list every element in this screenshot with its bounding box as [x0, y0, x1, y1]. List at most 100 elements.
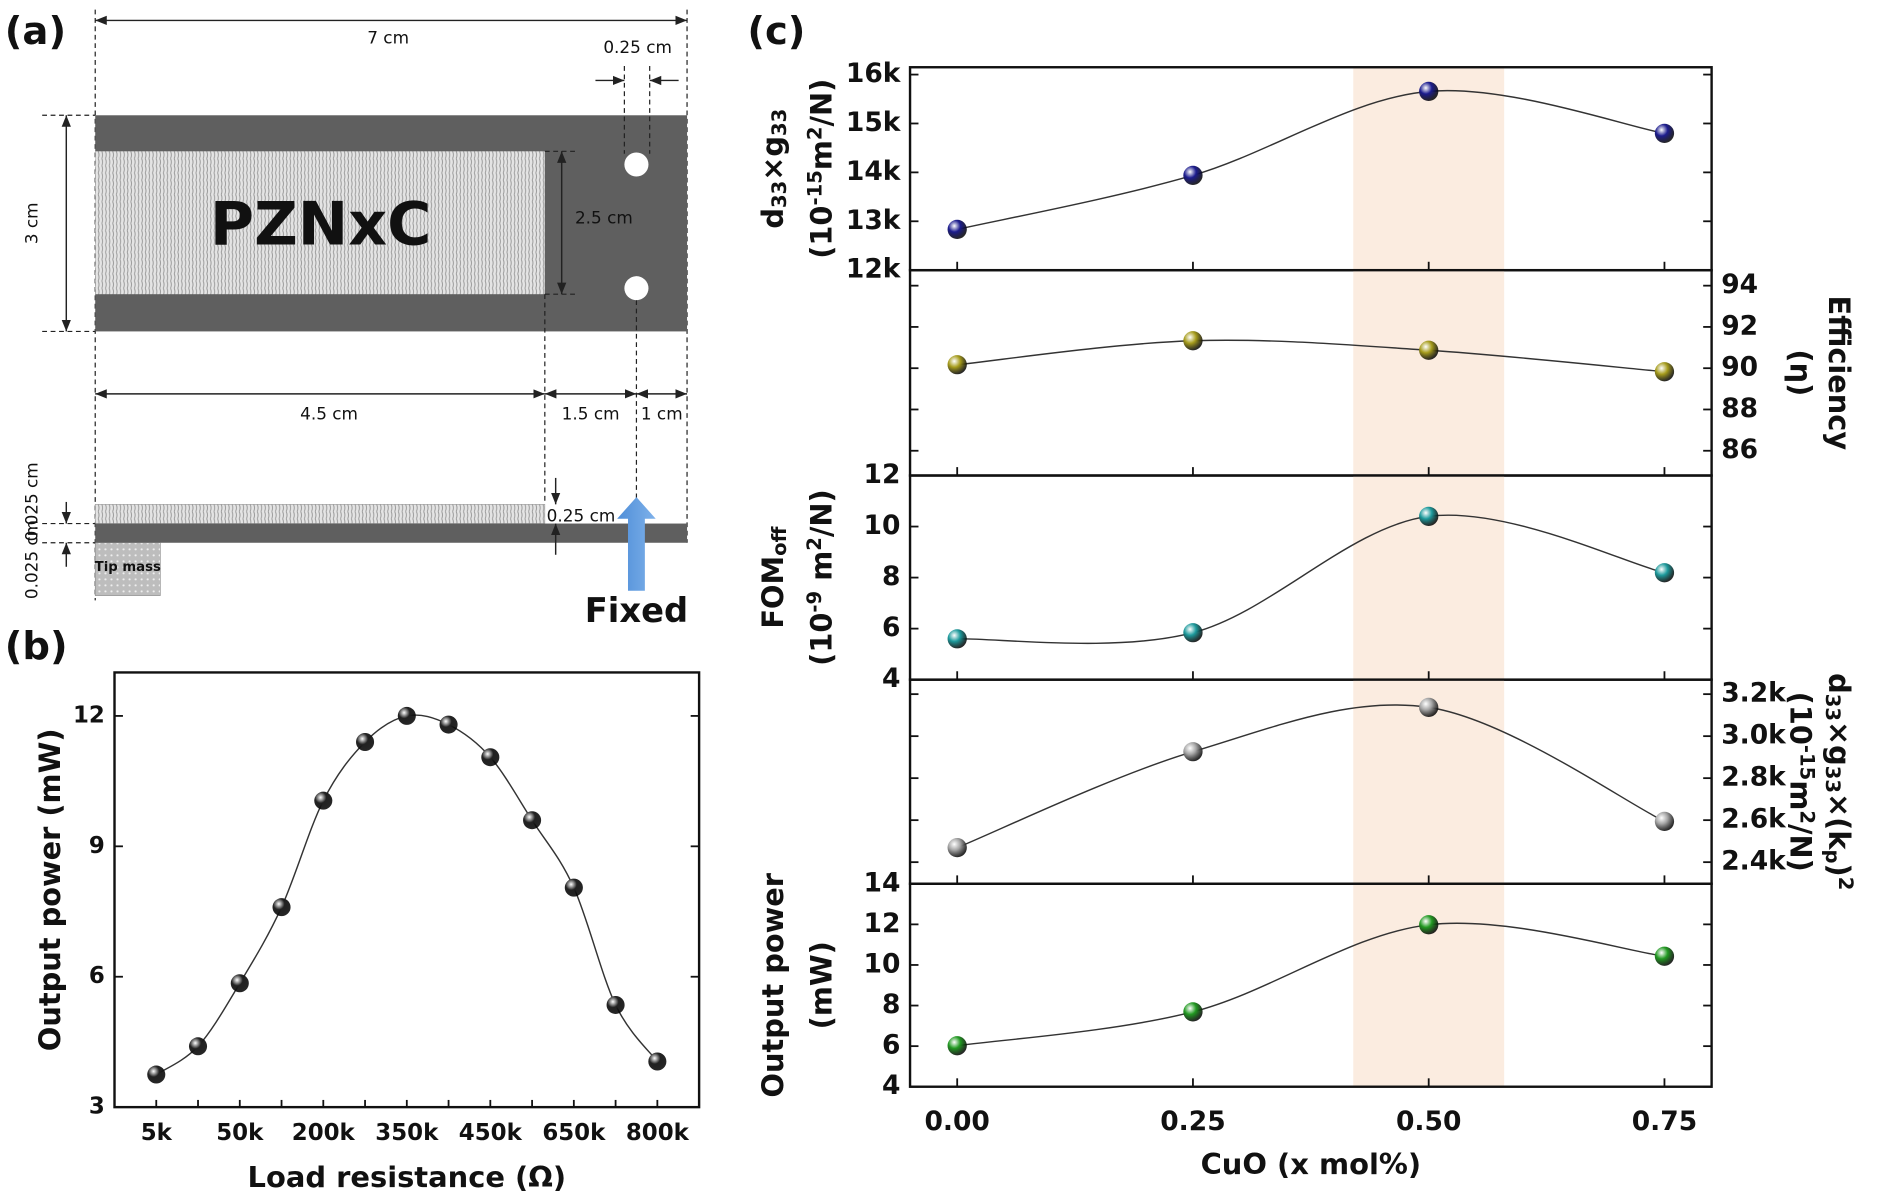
x-axis-label: CuO (x mol%): [1201, 1147, 1421, 1181]
dimension-label: 0.25 cm: [547, 505, 616, 525]
y-tick-label: 3.0k: [1721, 720, 1787, 751]
dimension-label: 1.5 cm: [562, 403, 620, 423]
diagram: 7 cm PZNxC 0.25 cm 3 cm 2.5 cm 4.5 cm 1.…: [22, 9, 688, 630]
label-part: (mW): [804, 941, 838, 1029]
label-part: ×g: [1822, 721, 1856, 766]
y-tick-label: 14k: [846, 156, 902, 187]
label-sub: 33: [1821, 694, 1844, 721]
label-part: m: [804, 140, 838, 170]
y-tick-label: 10: [864, 948, 901, 979]
axis-label: (10-9 m2/N): [803, 489, 839, 666]
substrate-side: [95, 523, 688, 543]
material-label: PZNxC: [210, 190, 431, 260]
y-tick-label: 8: [882, 561, 900, 592]
label-part: Output power: [756, 872, 790, 1097]
y-tick-label: 4: [882, 1070, 900, 1101]
label-part: (η): [1783, 349, 1817, 396]
label-part: /N): [804, 79, 838, 127]
data-point: [147, 1065, 166, 1084]
label-part: Efficiency: [1822, 296, 1856, 451]
data-point: [356, 732, 375, 752]
panel-label: (a): [5, 9, 66, 54]
y-tick-label: 2.8k: [1721, 762, 1787, 793]
dimension-label: 4.5 cm: [300, 403, 358, 423]
highlight-band: [1353, 270, 1505, 476]
label-sup: -9: [803, 591, 826, 613]
y-tick-label: 12k: [846, 254, 902, 285]
series-line: [956, 704, 1665, 849]
axis-label: (η): [1783, 349, 1817, 396]
y-tick-label: 6: [89, 963, 105, 989]
dimension-label: 1 cm: [641, 403, 683, 423]
y-tick-label: 16k: [846, 58, 902, 89]
data-point: [947, 355, 967, 375]
y-tick-label: 12: [864, 908, 901, 939]
label-part: ): [1822, 864, 1856, 877]
axis-label: d33×g33×(kp)2: [1821, 673, 1857, 890]
x-tick-label: 0.50: [1396, 1106, 1461, 1137]
x-tick-label: 0.75: [1632, 1106, 1697, 1137]
highlight-band: [1353, 883, 1505, 1087]
data-point: [1654, 946, 1675, 966]
label-part: /N): [1783, 824, 1817, 872]
y-tick-label: 12: [73, 702, 105, 728]
data-point: [523, 811, 542, 830]
hole: [624, 152, 649, 177]
y-tick-label: 6: [882, 612, 900, 643]
fixed-label: Fixed: [585, 591, 688, 630]
y-tick-label: 2.6k: [1721, 804, 1787, 835]
x-tick-label: 200k: [292, 1120, 356, 1146]
data-point: [1419, 81, 1439, 102]
data-point: [314, 791, 333, 810]
label-part: m: [804, 551, 838, 591]
y-tick-label: 13k: [846, 205, 902, 236]
data-point: [1183, 742, 1203, 762]
label-part: /N): [804, 489, 838, 537]
axis-label: (10-15m2/N): [803, 79, 839, 259]
panel-label: (b): [5, 624, 68, 669]
x-tick-label: 450k: [459, 1120, 523, 1146]
y-axis-label: Output power (mW): [33, 728, 67, 1051]
y-tick-label: 6: [882, 1030, 900, 1061]
y-tick-label: 90: [1721, 352, 1758, 383]
y-tick-label: 86: [1721, 434, 1758, 465]
data-point: [606, 995, 625, 1014]
x-tick-label: 350k: [375, 1120, 439, 1146]
series-line: [957, 89, 1665, 231]
label-sub: p: [1821, 849, 1844, 863]
series-line: [957, 514, 1665, 645]
axis-label: (10-15m2/N): [1783, 692, 1819, 872]
label-sub: 33: [768, 181, 791, 208]
tip-mass-label: Tip mass: [95, 560, 161, 575]
tip-mass: [94, 542, 161, 596]
x-tick-label: 800k: [626, 1120, 690, 1146]
plot-frame: [908, 66, 1713, 272]
data-point: [648, 1052, 667, 1071]
data-point: [947, 219, 967, 240]
label-part: (10: [1783, 692, 1817, 745]
series-line: [957, 922, 1665, 1047]
data-point: [188, 1037, 208, 1056]
data-point: [1654, 362, 1675, 382]
label-sub: 33: [1821, 766, 1844, 793]
label-sub: 33: [768, 109, 791, 136]
data-point: [1183, 623, 1203, 643]
label-sup: 2: [803, 126, 826, 140]
dimension-label: 7 cm: [367, 27, 409, 47]
dimension-label: 0.25 cm: [603, 37, 672, 57]
dimension-label: 0.025 cm: [22, 462, 42, 541]
y-tick-label: 2.4k: [1721, 846, 1787, 877]
data-point: [1654, 811, 1675, 832]
label-part: ×g: [756, 136, 790, 181]
x-tick-label: 5k: [141, 1120, 173, 1146]
data-point: [1654, 563, 1675, 583]
plot-frame: [908, 268, 1713, 477]
label-part: (10: [804, 206, 838, 259]
data-point: [947, 1036, 967, 1056]
data-point: [397, 706, 416, 725]
plot-frame: [908, 678, 1713, 885]
axis-label: d33×g33: [756, 109, 791, 229]
